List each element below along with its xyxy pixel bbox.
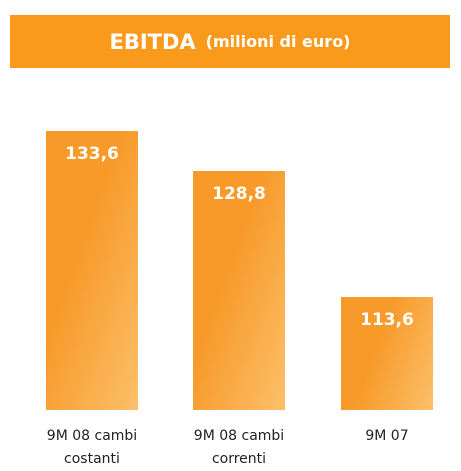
x-tick-label: 9M 08 cambi costanti	[46, 428, 138, 467]
title-banner: EBITDA (milioni di euro)	[10, 15, 450, 68]
x-tick-label: 9M 08 cambi correnti	[193, 428, 285, 467]
bar	[341, 297, 433, 410]
bar	[193, 170, 285, 410]
value-label: 113,6	[360, 310, 414, 331]
chart-title: EBITDA	[109, 29, 196, 54]
chart-subtitle: (milioni di euro)	[205, 32, 351, 51]
x-tick-label: 9M 07	[365, 428, 409, 444]
value-label: 128,8	[212, 183, 266, 204]
value-label: 133,6	[65, 144, 119, 165]
bar	[46, 131, 138, 410]
